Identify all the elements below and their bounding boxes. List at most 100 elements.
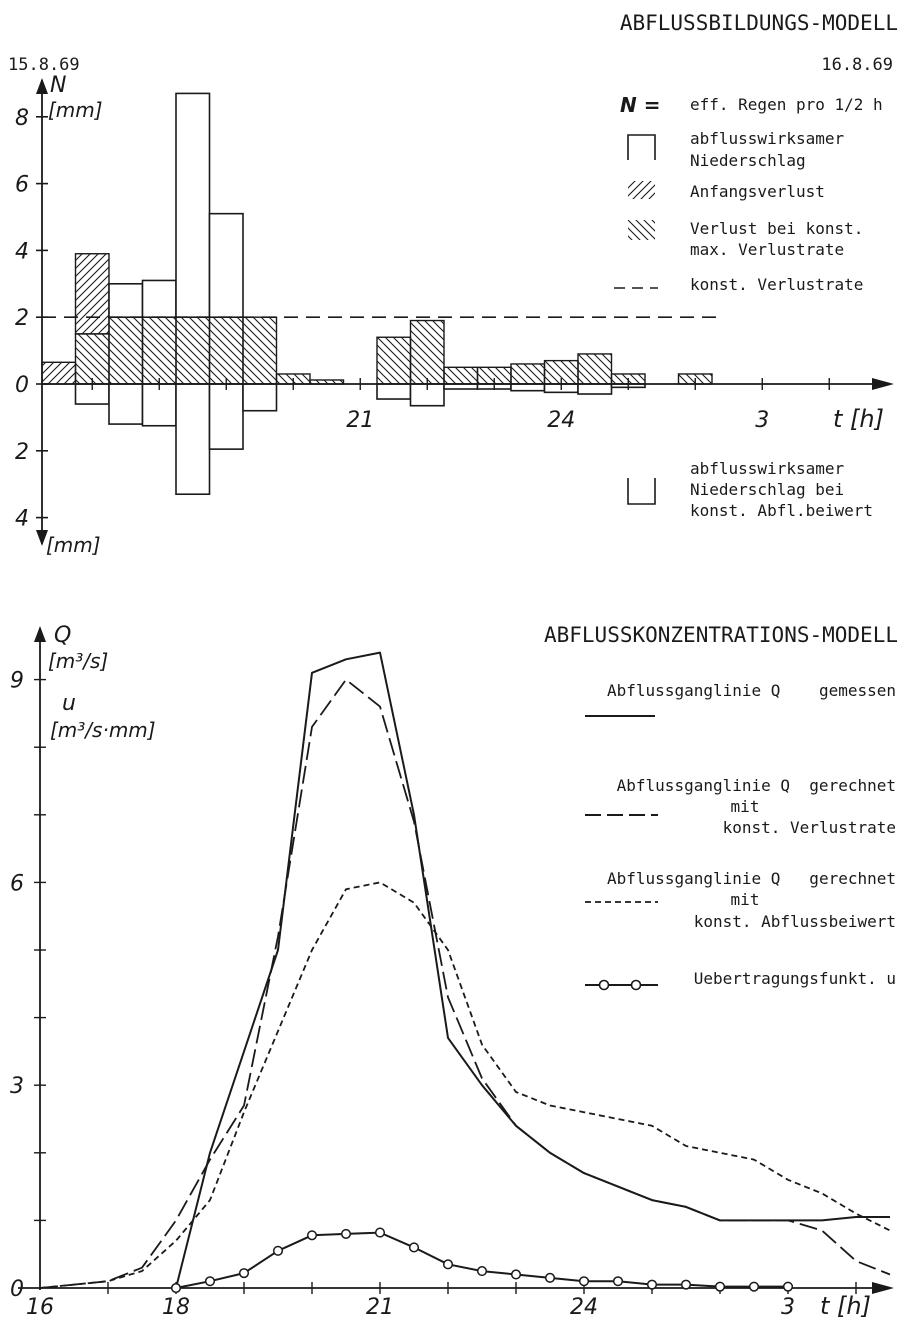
legend-initial-loss: Anfangsverlust xyxy=(690,182,825,201)
discharge-x-ticks: 16 18 21 24 3 xyxy=(26,1282,857,1320)
x-tick-label: 16 xyxy=(26,1295,54,1320)
effective-const-coeff-segment xyxy=(577,383,613,395)
y-axis-unit-lower: [mm] xyxy=(46,533,101,557)
date-start-label: 15.8.69 xyxy=(8,55,80,75)
legend-effective-line1: abflusswirksamer xyxy=(690,129,844,148)
y-axis-unit-q: [m³/s] xyxy=(48,649,108,673)
chart-title-rainfall: ABFLUSSBILDUNGS-MODELL xyxy=(620,11,898,35)
rain-bar-15 xyxy=(577,353,613,395)
transfer-point xyxy=(204,1276,216,1287)
initial-loss-segment xyxy=(41,361,77,385)
transfer-point xyxy=(578,1276,590,1287)
x-tick-label: 18 xyxy=(162,1295,190,1320)
discharge-legend: Abflussganglinie Q gemessen Abflussgangl… xyxy=(585,681,896,991)
effective-const-coeff-segment xyxy=(242,383,278,412)
rain-bar-10 xyxy=(409,319,445,407)
series-1 xyxy=(39,678,891,1289)
rain-bar-4 xyxy=(175,92,211,496)
y-axis-unit-u: [m³/s·mm] xyxy=(50,718,156,742)
y-axis-arrow-up xyxy=(36,78,48,94)
y-tick-label: 6 xyxy=(15,173,29,198)
transfer-point xyxy=(714,1281,726,1292)
effective-const-coeff-segment xyxy=(376,383,412,400)
transfer-point xyxy=(612,1276,624,1287)
series-2 xyxy=(39,881,891,1289)
y-tick-label: 4 xyxy=(15,507,29,532)
rain-bar-5 xyxy=(208,212,244,450)
x-tick-label: 3 xyxy=(781,1295,795,1320)
legend-lower-line3: konst. Abfl.beiwert xyxy=(690,501,873,520)
rainfall-bars xyxy=(41,92,713,496)
legend-const-loss-line1: Verlust bei konst. xyxy=(690,219,863,238)
const-loss-segment xyxy=(242,316,278,385)
const-loss-segment xyxy=(208,316,244,385)
legend-const-rate: konst. Verlustrate xyxy=(690,275,863,294)
transfer-point xyxy=(340,1228,352,1239)
legend-calc-coeff-line3: konst. Abflussbeiwert xyxy=(694,912,896,931)
y-tick-label: 0 xyxy=(10,1277,24,1302)
effective-const-coeff-segment xyxy=(141,383,177,427)
legend-calc-loss-line3: konst. Verlustrate xyxy=(723,818,896,837)
x-tick-label: 21 xyxy=(346,408,374,433)
rainfall-y-ticks: 8 6 4 2 0 2 4 xyxy=(15,106,48,532)
transfer-point xyxy=(510,1269,522,1280)
transfer-point xyxy=(442,1259,454,1270)
rain-bar-2 xyxy=(108,282,144,425)
chart-rainfall: ABFLUSSBILDUNGS-MODELL 15.8.69 16.8.69 N… xyxy=(8,11,898,557)
legend-lower-line1: abflusswirksamer xyxy=(690,459,844,478)
const-loss-segment xyxy=(175,316,211,385)
y-tick-label: 6 xyxy=(10,871,24,896)
transfer-point xyxy=(476,1266,488,1277)
transfer-point xyxy=(170,1282,182,1294)
transfer-point xyxy=(272,1245,284,1256)
y-axis-arrow-bottom xyxy=(34,626,46,642)
y-axis-symbol-q: Q xyxy=(54,623,71,648)
y-tick-label: 2 xyxy=(15,440,29,465)
y-axis-unit-upper: [mm] xyxy=(48,98,103,122)
legend-swatch-effective-const-coeff xyxy=(627,478,656,505)
transfer-point xyxy=(680,1279,692,1290)
x-axis-label-bottom: t [h] xyxy=(820,1292,871,1320)
x-axis-arrow-top xyxy=(872,378,894,390)
transfer-point xyxy=(646,1279,658,1290)
legend-swatch-effective xyxy=(627,134,656,160)
series-line xyxy=(39,881,891,1289)
rain-bar-11 xyxy=(443,366,479,390)
x-tick-label: 24 xyxy=(547,408,575,433)
legend-const-loss-line2: max. Verlustrate xyxy=(690,240,844,259)
legend-swatch-initial-loss xyxy=(628,181,655,199)
initial-loss-segment xyxy=(74,253,110,335)
rain-bar-9 xyxy=(376,336,412,400)
discharge-series xyxy=(39,651,891,1294)
effective-segment xyxy=(141,279,177,318)
transfer-point xyxy=(748,1281,760,1292)
const-loss-segment xyxy=(108,316,144,385)
transfer-point xyxy=(782,1281,794,1292)
const-loss-segment xyxy=(74,333,110,385)
discharge-y-ticks: 9 6 3 0 xyxy=(10,669,46,1302)
x-tick-label: 3 xyxy=(755,408,769,433)
transfer-point xyxy=(306,1230,318,1241)
effective-const-coeff-segment xyxy=(175,383,211,496)
legend-lower-line2: Niederschlag bei xyxy=(690,480,844,499)
rain-bar-3 xyxy=(141,279,177,427)
transfer-point xyxy=(408,1242,420,1253)
rainfall-legend: N = eff. Regen pro 1/2 h abflusswirksame… xyxy=(614,93,883,520)
const-loss-segment xyxy=(376,336,412,385)
const-loss-segment xyxy=(510,363,546,385)
rain-bar-13 xyxy=(510,363,546,392)
const-loss-segment xyxy=(443,366,479,385)
series-line xyxy=(39,678,891,1289)
legend-swatch-transfer-circle-1 xyxy=(598,979,610,991)
legend-header-text: eff. Regen pro 1/2 h xyxy=(690,95,883,114)
date-end-label: 16.8.69 xyxy=(821,55,893,75)
legend-swatch-transfer-circle-2 xyxy=(630,979,642,991)
chart-discharge: ABFLUSSKONZENTRATIONS-MODELL Q [m³/s] u … xyxy=(10,623,898,1320)
y-tick-label: 2 xyxy=(15,306,29,331)
effective-segment xyxy=(208,212,244,319)
const-loss-segment xyxy=(577,353,613,385)
y-tick-label: 3 xyxy=(10,1074,24,1099)
x-axis-arrow-bottom xyxy=(872,1282,894,1294)
effective-segment xyxy=(175,92,211,318)
